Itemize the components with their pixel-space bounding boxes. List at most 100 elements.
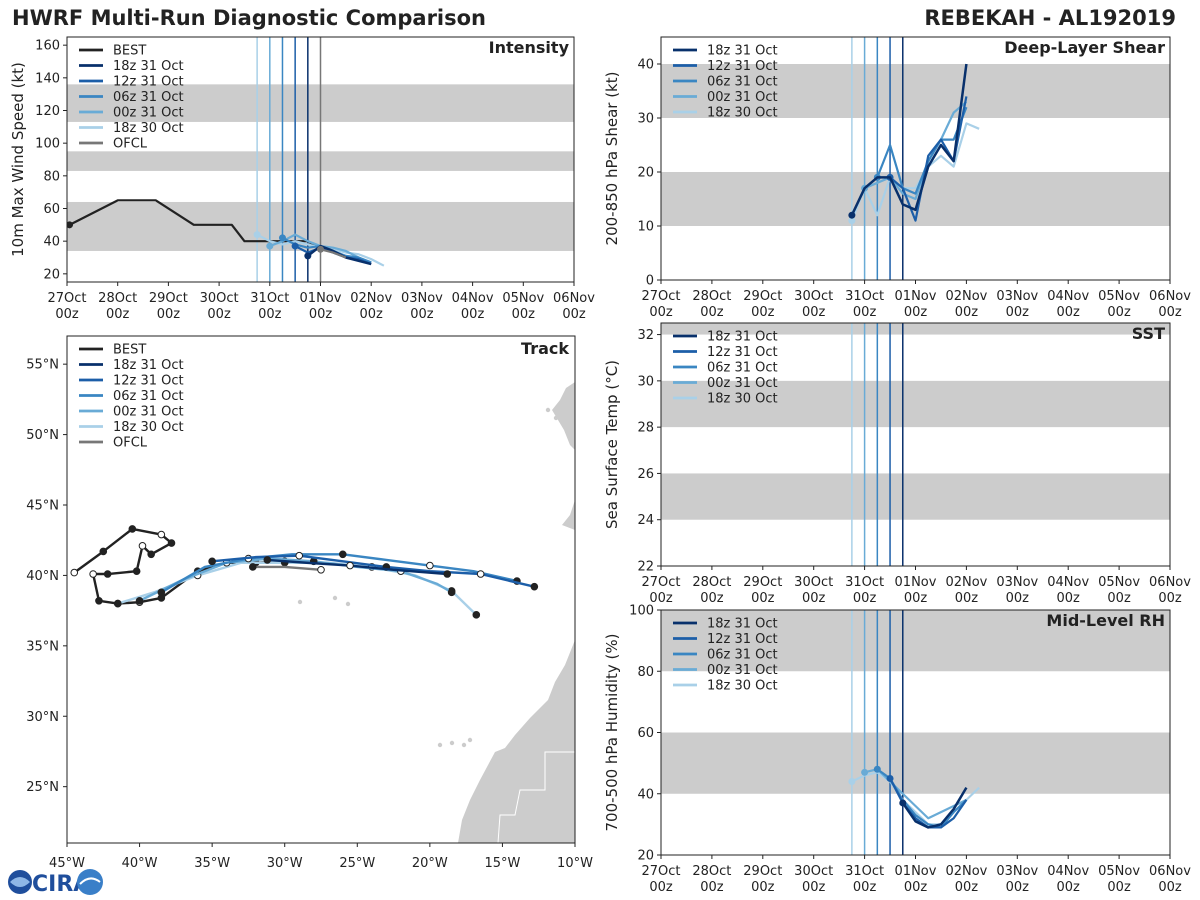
x-tick-label-hour: 00z — [1006, 880, 1030, 895]
track-line — [139, 557, 453, 602]
island-shape — [332, 595, 338, 601]
panel-rh: 2040608010027Oct00z28Oct00z29Oct00z30Oct… — [603, 604, 1191, 896]
x-tick-label-date: 02Nov — [945, 289, 987, 304]
x-tick-label-hour: 00z — [258, 307, 282, 322]
x-tick-label-date: 04Nov — [1047, 575, 1089, 590]
europe-land-shape — [552, 382, 575, 450]
plot-area — [661, 37, 1170, 280]
y-tick-label: 80 — [637, 665, 654, 680]
cira-logo: CIRA — [8, 869, 103, 897]
lon-tick-label: 20°W — [412, 856, 448, 871]
legend-label: 12z 31 Oct — [113, 75, 184, 90]
track-line — [252, 565, 322, 571]
x-tick-label-hour: 00z — [955, 880, 979, 895]
x-tick-label-hour: 00z — [562, 307, 586, 322]
lat-tick-label: 30°N — [26, 710, 59, 725]
track-point — [346, 561, 354, 570]
series-init-point — [848, 211, 856, 219]
x-tick-label-date: 28Oct — [692, 575, 731, 590]
series-init-point — [266, 242, 274, 250]
x-tick-label-hour: 00z — [157, 307, 181, 322]
panel-track: 45°W 40°W 35°W 30°W 25°W 20°W 15°W 10°W 25°N 30°N… — [26, 335, 593, 871]
legend-label: 18z 30 Oct — [113, 420, 184, 435]
track-point — [114, 599, 122, 608]
x-tick-label-date: 30Oct — [794, 575, 833, 590]
x-tick-label-hour: 00z — [751, 305, 775, 320]
y-tick-label: 32 — [637, 328, 654, 343]
panel-shear: 01020304027Oct00z28Oct00z29Oct00z30Oct00… — [603, 36, 1191, 320]
x-tick-label-date: 28Oct — [692, 864, 731, 879]
legend-label: 06z 31 Oct — [707, 75, 778, 90]
x-tick-label-hour: 00z — [461, 307, 485, 322]
legend-label: 00z 31 Oct — [707, 663, 778, 678]
island-shape — [545, 407, 551, 413]
track-point — [157, 588, 166, 597]
lon-tick-label: 25°W — [339, 856, 375, 871]
x-tick-label-date: 06Nov — [1149, 289, 1191, 304]
series-init-point — [899, 799, 907, 807]
x-tick-label-hour: 00z — [853, 880, 877, 895]
legend-label: 12z 31 Oct — [707, 59, 778, 74]
lon-tick-label: 15°W — [484, 856, 520, 871]
track-point — [167, 539, 176, 547]
x-tick-label-date: 31Oct — [845, 289, 884, 304]
y-tick-label: 40 — [637, 787, 654, 802]
y-tick-label: 140 — [35, 71, 60, 86]
lat-tick-label: 55°N — [26, 358, 59, 373]
track-point — [157, 530, 166, 539]
x-tick-label-date: 27Oct — [641, 864, 680, 879]
x-tick-label-date: 01Nov — [300, 291, 342, 306]
y-tick-label: 20 — [637, 166, 654, 181]
series-line — [320, 248, 347, 259]
island-shape — [553, 415, 559, 421]
legend-label: OFCL — [113, 137, 148, 152]
x-tick-label-hour: 00z — [512, 307, 536, 322]
legend-label: 12z 31 Oct — [113, 374, 184, 389]
lon-tick-label: 45°W — [49, 856, 85, 871]
x-tick-label-hour: 00z — [853, 305, 877, 320]
island-shape — [437, 742, 443, 748]
series-line — [864, 100, 968, 201]
shaded-band — [661, 380, 1170, 428]
lon-tick-label: 30°W — [267, 856, 303, 871]
panel-title: Mid-Level RH — [1046, 611, 1165, 630]
border-line — [497, 751, 575, 843]
x-tick-label-date: 01Nov — [895, 289, 937, 304]
series-line — [850, 122, 980, 222]
x-tick-label-hour: 00z — [410, 307, 434, 322]
y-axis-label: 10m Max Wind Speed (kt) — [9, 62, 27, 257]
legend-label: 18z 30 Oct — [707, 106, 778, 121]
series-init-point — [848, 778, 856, 785]
legend-label: 12z 31 Oct — [707, 345, 778, 360]
panel-intensity: 2040608010012014016027Oct00z28Oct00z29Oc… — [9, 36, 595, 322]
satellite-swirl-icon — [77, 869, 103, 895]
x-tick-label-date: 05Nov — [1098, 575, 1140, 590]
track-line — [73, 527, 285, 605]
y-tick-label: 100 — [35, 137, 60, 152]
map-area — [70, 382, 575, 843]
series-line — [901, 786, 968, 829]
legend-label: OFCL — [113, 436, 148, 451]
x-tick-label-date: 02Nov — [945, 864, 987, 879]
legend-label: 00z 31 Oct — [707, 376, 778, 391]
island-shape — [345, 601, 351, 607]
y-tick-label: 22 — [637, 560, 654, 575]
legend-label: 18z 31 Oct — [113, 59, 184, 74]
figure-title: HWRF Multi-Run Diagnostic Comparison — [12, 6, 486, 30]
plot-area — [67, 37, 574, 282]
panel-title: Track — [521, 339, 569, 358]
x-tick-label-hour: 00z — [649, 305, 673, 320]
lon-tick-label: 40°W — [122, 856, 158, 871]
series-init-point — [861, 768, 869, 776]
x-tick-label-date: 29Oct — [743, 289, 782, 304]
series-init-point — [848, 217, 856, 225]
track-line — [212, 554, 535, 588]
track-point — [103, 570, 112, 578]
lat-tick-label: 50°N — [26, 428, 59, 443]
legend-label: 00z 31 Oct — [113, 106, 184, 121]
y-tick-label: 120 — [35, 104, 60, 119]
x-tick-label-date: 04Nov — [452, 291, 494, 306]
island-shape — [467, 737, 473, 743]
lat-tick-label: 45°N — [26, 499, 59, 514]
